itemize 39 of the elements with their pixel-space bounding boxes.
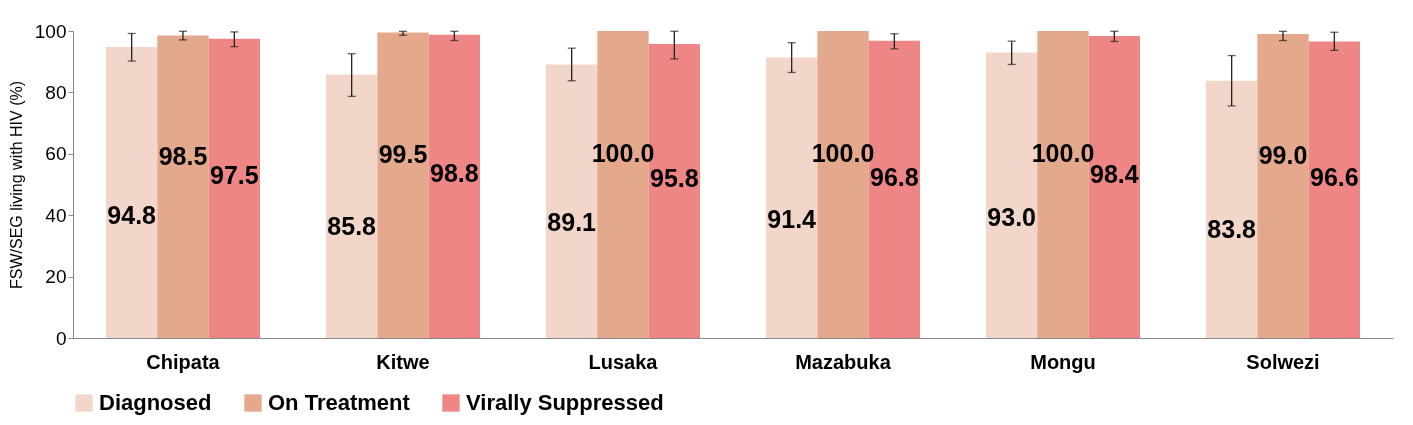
bar [157,35,209,338]
y-tick-label: 40 [45,204,67,226]
data-label: 96.6 [1310,162,1359,191]
data-label: 89.1 [547,208,597,237]
data-label: 91.4 [767,205,817,234]
y-tick-label: 0 [55,327,67,349]
legend-label: On Treatment [268,390,411,415]
legend-label: Virally Suppressed [466,390,664,415]
data-label: 100.0 [591,138,655,167]
data-label: 85.8 [327,212,377,241]
x-tick-label: Mongu [1030,350,1096,373]
data-label: 98.5 [158,141,208,170]
bar [106,46,158,338]
x-tick-label: Lusaka [588,350,659,373]
data-label: 99.5 [378,139,428,168]
data-label: 95.8 [650,164,699,193]
bar [1257,34,1309,338]
data-label: 83.8 [1207,214,1257,243]
data-label: 93.0 [987,203,1036,232]
x-tick-label: Chipata [146,350,221,373]
data-label: 99.0 [1258,140,1308,169]
bar [428,34,480,338]
x-tick-label: Mazabuka [795,350,892,373]
bar [326,74,378,338]
y-tick-label: 100 [34,20,67,42]
bar [377,32,429,338]
y-axis-title: FSW/SEG living with HIV (%) [7,80,25,290]
y-tick-label: 20 [45,266,67,288]
bar [1308,41,1360,338]
x-tick-label: Kitwe [376,350,430,373]
data-label: 98.8 [430,159,479,188]
bar [1206,80,1258,338]
y-tick-label: 80 [45,81,67,103]
data-label: 94.8 [107,200,157,229]
data-label: 97.5 [210,161,259,190]
y-tick-label: 60 [45,143,67,165]
x-tick-label: Solwezi [1246,350,1320,373]
bar [208,38,260,338]
legend-label: Diagnosed [99,390,212,415]
